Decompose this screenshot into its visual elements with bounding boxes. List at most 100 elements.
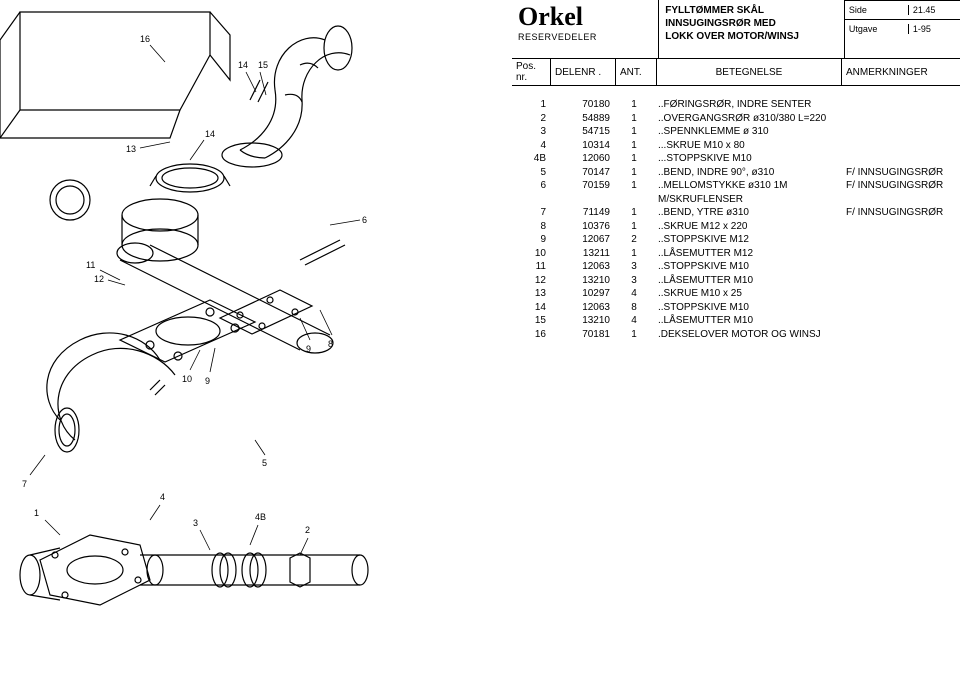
- cell-delenr: 10314: [550, 139, 614, 153]
- table-row: 2548891..OVERGANGSRØR ø310/380 L=220: [512, 112, 960, 126]
- svg-text:2: 2: [305, 525, 310, 535]
- cell-ant: 1: [614, 220, 654, 234]
- cell-anmerkning: [842, 260, 960, 274]
- cell-ant: 1: [614, 206, 654, 220]
- cell-anmerkning: [842, 274, 960, 288]
- cell-anmerkning: [842, 139, 960, 153]
- cell-betegnelse: ..SKRUE M12 x 220: [654, 220, 842, 234]
- cell-ant: 1: [614, 139, 654, 153]
- cell-delenr: 70159: [550, 179, 614, 193]
- table-row: 4103141...SKRUE M10 x 80: [512, 139, 960, 153]
- brand-box: Orkel RESERVEDELER: [512, 0, 659, 58]
- cell-betegnelse: ..STOPPSKIVE M10: [654, 301, 842, 315]
- svg-text:15: 15: [258, 60, 268, 70]
- svg-text:12: 12: [94, 274, 104, 284]
- cell-betegnelse: ..STOPPSKIVE M10: [654, 260, 842, 274]
- table-row: 16701811.DEKSELOVER MOTOR OG WINSJ: [512, 328, 960, 342]
- svg-text:7: 7: [22, 479, 27, 489]
- table-row: 11120633..STOPPSKIVE M10: [512, 260, 960, 274]
- cell-delenr: 70147: [550, 166, 614, 180]
- cell-ant: 4: [614, 314, 654, 328]
- svg-text:16: 16: [140, 34, 150, 44]
- svg-text:10: 10: [182, 374, 192, 384]
- svg-text:4: 4: [160, 492, 165, 502]
- header: Orkel RESERVEDELER FYLLTØMMER SKÅL INNSU…: [512, 0, 960, 58]
- col-pos-line2: nr.: [516, 72, 546, 83]
- table-row: M/SKRUFLENSER: [512, 193, 960, 207]
- cell-betegnelse: ...SKRUE M10 x 80: [654, 139, 842, 153]
- table-header: Pos. nr. DELENR . ANT. BETEGNELSE ANMERK…: [512, 58, 960, 86]
- cell-delenr: 12063: [550, 260, 614, 274]
- col-pos-line1: Pos.: [516, 61, 546, 72]
- cell-delenr: 10297: [550, 287, 614, 301]
- table-row: 7711491..BEND, YTRE ø310F/ INNSUGINGSRØR: [512, 206, 960, 220]
- cell-delenr: 13211: [550, 247, 614, 261]
- svg-text:14: 14: [205, 129, 215, 139]
- side-value: 21.45: [909, 5, 940, 15]
- table-row: 8103761..SKRUE M12 x 220: [512, 220, 960, 234]
- utgave-label: Utgave: [845, 24, 909, 34]
- cell-pos: 15: [512, 314, 550, 328]
- cell-delenr: 54715: [550, 125, 614, 139]
- cell-ant: 1: [614, 125, 654, 139]
- cell-pos: 2: [512, 112, 550, 126]
- cell-anmerkning: [842, 125, 960, 139]
- cell-anmerkning: [842, 328, 960, 342]
- svg-text:1: 1: [34, 508, 39, 518]
- cell-betegnelse: ..BEND, INDRE 90°, ø310: [654, 166, 842, 180]
- brand-subtitle: RESERVEDELER: [518, 32, 652, 42]
- cell-betegnelse: ..OVERGANGSRØR ø310/380 L=220: [654, 112, 842, 126]
- cell-anmerkning: [842, 233, 960, 247]
- cell-ant: 3: [614, 274, 654, 288]
- cell-delenr: [550, 193, 614, 207]
- cell-anmerkning: [842, 98, 960, 112]
- cell-pos: 11: [512, 260, 550, 274]
- cell-delenr: 12060: [550, 152, 614, 166]
- cell-delenr: 13210: [550, 314, 614, 328]
- svg-text:13: 13: [126, 144, 136, 154]
- parts-table-body: 1701801..FØRINGSRØR, INDRE SENTER2548891…: [512, 98, 960, 341]
- cell-ant: 1: [614, 247, 654, 261]
- cell-delenr: 71149: [550, 206, 614, 220]
- cell-delenr: 12063: [550, 301, 614, 315]
- cell-betegnelse: ..MELLOMSTYKKE ø310 1M: [654, 179, 842, 193]
- table-row: 5701471..BEND, INDRE 90°, ø310F/ INNSUGI…: [512, 166, 960, 180]
- side-label: Side: [845, 5, 909, 15]
- col-pos: Pos. nr.: [512, 59, 551, 85]
- cell-ant: 8: [614, 301, 654, 315]
- cell-betegnelse: ..LÅSEMUTTER M10: [654, 314, 842, 328]
- cell-ant: [614, 193, 654, 207]
- col-betegnelse: BETEGNELSE: [657, 59, 841, 85]
- table-row: 4B120601...STOPPSKIVE M10: [512, 152, 960, 166]
- cell-anmerkning: [842, 193, 960, 207]
- utgave-value: 1-95: [909, 24, 935, 34]
- table-row: 12132103..LÅSEMUTTER M10: [512, 274, 960, 288]
- svg-text:3: 3: [193, 518, 198, 528]
- svg-text:11: 11: [86, 260, 95, 270]
- svg-text:14: 14: [238, 60, 248, 70]
- title-line-3: LOKK OVER MOTOR/WINSJ: [665, 30, 838, 43]
- table-row: 10132111..LÅSEMUTTER M12: [512, 247, 960, 261]
- col-ant: ANT.: [616, 59, 657, 85]
- cell-pos: 13: [512, 287, 550, 301]
- cell-pos: 12: [512, 274, 550, 288]
- cell-betegnelse: ..SPENNKLEMME ø 310: [654, 125, 842, 139]
- cell-ant: 3: [614, 260, 654, 274]
- cell-ant: 4: [614, 287, 654, 301]
- cell-delenr: 13210: [550, 274, 614, 288]
- cell-betegnelse: ..LÅSEMUTTER M12: [654, 247, 842, 261]
- svg-text:6: 6: [362, 215, 367, 225]
- cell-delenr: 70181: [550, 328, 614, 342]
- cell-anmerkning: [842, 247, 960, 261]
- cell-pos: 5: [512, 166, 550, 180]
- cell-anmerkning: [842, 220, 960, 234]
- table-row: 14120638..STOPPSKIVE M10: [512, 301, 960, 315]
- cell-pos: 9: [512, 233, 550, 247]
- table-row: 13102974..SKRUE M10 x 25: [512, 287, 960, 301]
- cell-anmerkning: [842, 152, 960, 166]
- svg-text:5: 5: [262, 458, 267, 468]
- cell-ant: 1: [614, 98, 654, 112]
- brand-logo: Orkel: [518, 4, 652, 30]
- cell-pos: 14: [512, 301, 550, 315]
- table-row: 6701591..MELLOMSTYKKE ø310 1MF/ INNSUGIN…: [512, 179, 960, 193]
